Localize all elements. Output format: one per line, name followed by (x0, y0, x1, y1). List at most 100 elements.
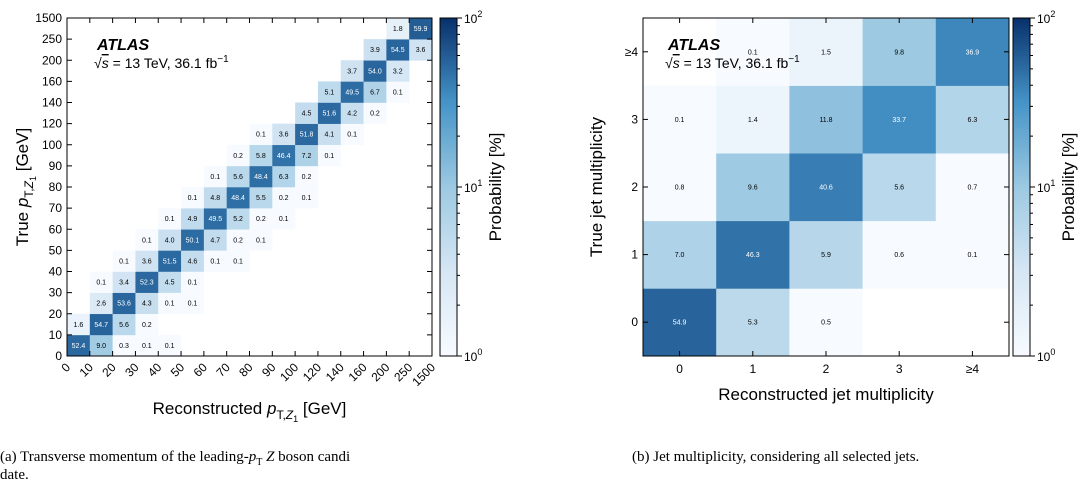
x-tick-label: 70 (213, 360, 233, 380)
heatmap-cell (89, 313, 113, 336)
cell-value: 0.1 (96, 280, 106, 287)
cell-value: 5.8 (256, 153, 266, 160)
y-tick-label: 1 (631, 248, 638, 262)
heatmap-cell (135, 292, 159, 315)
cell-value: 0.5 (821, 320, 831, 327)
heatmap-cell (89, 271, 113, 293)
cell-value: 0.1 (165, 343, 175, 350)
chart-jet-multiplicity: 54.9 5.3 0.5 7.0 46.3 5.9 0.6 0.1 0.8 9.6 40.6 5.6 0… (587, 9, 1078, 465)
caption: (a) Transverse momentum of the leading-p… (0, 449, 350, 468)
cell-value: 52.3 (140, 280, 154, 287)
cell-value: 0.2 (233, 153, 243, 160)
heatmap-cell (226, 208, 250, 230)
cell-value: 3.6 (279, 132, 289, 139)
cell-value: 51.6 (323, 111, 337, 118)
heatmap-cell (340, 123, 364, 146)
cell-value: 0.1 (256, 237, 266, 244)
cell-value: 0.2 (256, 216, 266, 223)
x-tick-label: 1500 (409, 360, 438, 389)
heatmap-cell (409, 39, 433, 61)
cell-value: 7.2 (302, 153, 312, 160)
colorbar-tick-label: 102 (1037, 9, 1055, 26)
heatmap-cell (112, 313, 136, 336)
heatmap-cell (862, 18, 937, 86)
heatmap-cell (789, 85, 863, 154)
y-tick-label: 160 (42, 74, 62, 88)
heatmap-cell (158, 208, 182, 230)
cell-value: 0.2 (370, 111, 380, 118)
cell-value: 3.7 (347, 68, 357, 75)
x-tick-label: 30 (122, 360, 142, 380)
heatmap-cell (249, 208, 273, 230)
heatmap-cell (295, 102, 319, 124)
cell-value: 49.5 (345, 89, 359, 96)
cell-value: 0.1 (675, 117, 685, 124)
heatmap-cell (409, 18, 433, 40)
heatmap-cell (363, 81, 387, 103)
cell-value: 7.0 (675, 252, 685, 259)
heatmap-cell (135, 271, 159, 293)
heatmap-cell (112, 271, 136, 293)
heatmap-cell (89, 334, 113, 357)
heatmap-cell (203, 208, 227, 230)
cell-value: 9.8 (894, 49, 904, 56)
cell-value: 1.8 (393, 26, 403, 33)
y-tick-label: ≥4 (625, 45, 639, 59)
heatmap-cell (317, 123, 342, 146)
x-tick-label: 80 (236, 360, 256, 380)
heatmap-cell (789, 288, 863, 357)
y-tick-label: 140 (42, 96, 62, 110)
cell-value: 0.1 (302, 195, 312, 202)
cell-value: 0.1 (210, 258, 220, 265)
heatmap-cell (363, 39, 387, 61)
heatmap-cell (363, 102, 387, 124)
heatmap-cell (386, 60, 410, 82)
colorbar (439, 17, 458, 357)
heatmap-cell (181, 229, 205, 251)
cell-value: 4.9 (188, 216, 198, 223)
x-tick-label: 0 (676, 362, 683, 376)
heatmap-cell (386, 81, 410, 103)
y-tick-label: 100 (42, 138, 62, 152)
cell-value: 54.0 (368, 68, 382, 75)
x-tick-label: 20 (99, 360, 119, 380)
heatmap-cell (386, 39, 410, 61)
cell-value: 0.8 (675, 185, 685, 192)
cell-value: 1.5 (821, 49, 831, 56)
colorbar-tick-label: 101 (1037, 178, 1055, 195)
cell-value: 1.6 (74, 322, 84, 329)
colorbar (1012, 17, 1031, 357)
cell-value: 0.1 (188, 301, 198, 308)
cell-value: 6.3 (968, 117, 978, 124)
y-tick-label: 2 (631, 180, 638, 194)
y-tick-label: 70 (49, 201, 63, 215)
cell-value: 0.1 (279, 216, 289, 223)
y-tick-label: 10 (49, 328, 63, 342)
cell-value: 5.6 (894, 185, 904, 192)
heatmap-cell (181, 250, 205, 272)
heatmap-cell (789, 220, 863, 289)
cell-value: 0.1 (210, 174, 220, 181)
cell-value: 0.2 (302, 174, 312, 181)
x-tick-label: 90 (259, 360, 279, 380)
y-axis-title: True jet multiplicity (587, 116, 606, 257)
heatmap-cell (181, 208, 205, 230)
cell-value: 4.2 (347, 111, 357, 118)
heatmap-cell (716, 153, 790, 222)
cell-value: 3.9 (370, 47, 380, 54)
cell-value: 5.6 (233, 174, 243, 181)
heatmap-cell (112, 292, 136, 315)
atlas-label: ATLAS (96, 37, 149, 54)
heatmap-cell (67, 334, 91, 357)
cell-value: 5.6 (119, 322, 129, 329)
heatmap-cell (158, 292, 182, 315)
cell-value: 46.4 (277, 153, 291, 160)
cell-value: 54.9 (673, 320, 687, 327)
cell-value: 0.2 (279, 195, 289, 202)
x-tick-label: 200 (368, 360, 392, 384)
y-tick-label: 50 (49, 243, 63, 257)
heatmap-cell (249, 123, 273, 146)
x-tick-label: 40 (145, 360, 165, 380)
heatmap-cell (135, 334, 159, 357)
heatmap-cell (716, 18, 790, 86)
